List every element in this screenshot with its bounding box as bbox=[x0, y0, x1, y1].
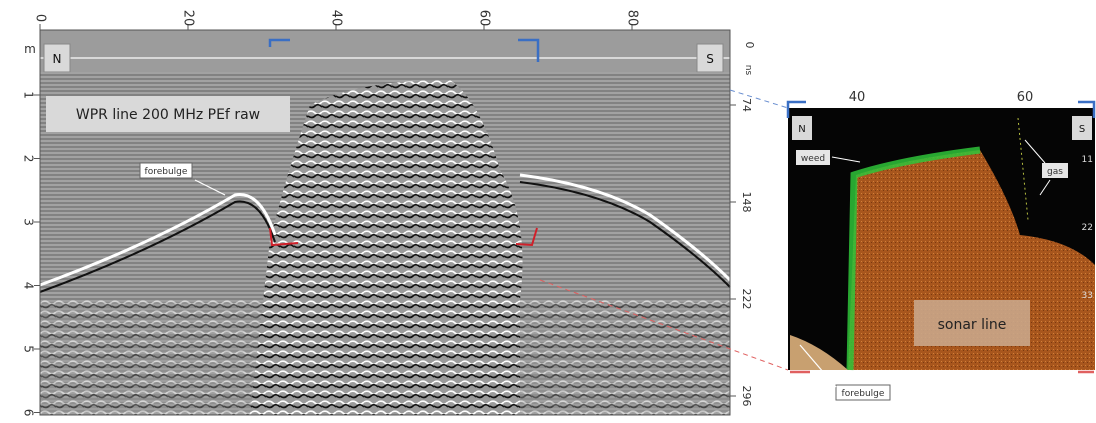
inset-right-label: 33 bbox=[1082, 291, 1093, 301]
panel-title: WPR line 200 MHz PEf raw bbox=[76, 107, 260, 123]
top-axis-label: 40 bbox=[329, 10, 344, 27]
left-axis-label: 1 bbox=[22, 91, 36, 99]
annotation: forebulge bbox=[145, 167, 188, 177]
top-axis-label: 80 bbox=[625, 10, 640, 27]
south-label: S bbox=[1079, 124, 1085, 135]
panel-title: sonar line bbox=[938, 317, 1007, 333]
inset-right-label: 11 bbox=[1082, 155, 1093, 165]
annotation: forebulge bbox=[842, 389, 885, 399]
left-axis-label: 6 bbox=[22, 409, 36, 417]
figure: N S WPR line 200 MHz PEf raw forebulge N… bbox=[0, 0, 1096, 423]
page: {"main_panel": { "top_axis": [0, 20, 40,… bbox=[0, 0, 1096, 423]
gas-label: gas bbox=[1047, 167, 1063, 177]
axis-unit: ns bbox=[743, 65, 753, 76]
right-axis-label: 296 bbox=[740, 386, 753, 407]
inset-top-label: 60 bbox=[1017, 90, 1034, 105]
axis-unit: m bbox=[24, 42, 36, 56]
right-axis-label: 0 bbox=[743, 42, 756, 49]
radargram bbox=[40, 30, 730, 415]
inset-right-label: 22 bbox=[1082, 223, 1093, 233]
weed-label: weed bbox=[801, 154, 825, 164]
north-label: N bbox=[53, 52, 62, 66]
top-axis-label: 20 bbox=[181, 10, 196, 27]
right-axis-label: 222 bbox=[740, 289, 753, 310]
south-label: S bbox=[706, 52, 714, 66]
top-axis-label: 60 bbox=[477, 10, 492, 27]
left-axis-label: 4 bbox=[22, 282, 36, 290]
left-axis-label: 5 bbox=[22, 345, 36, 353]
top-axis-label: 0 bbox=[33, 14, 48, 22]
air-layer bbox=[40, 30, 730, 72]
left-axis-label: 3 bbox=[22, 218, 36, 226]
right-axis-label: 74 bbox=[740, 98, 753, 112]
connector bbox=[730, 90, 788, 108]
inset-top-label: 40 bbox=[849, 90, 866, 105]
right-axis-label: 148 bbox=[740, 192, 753, 213]
north-label: N bbox=[798, 124, 805, 135]
left-axis-label: 2 bbox=[22, 155, 36, 163]
